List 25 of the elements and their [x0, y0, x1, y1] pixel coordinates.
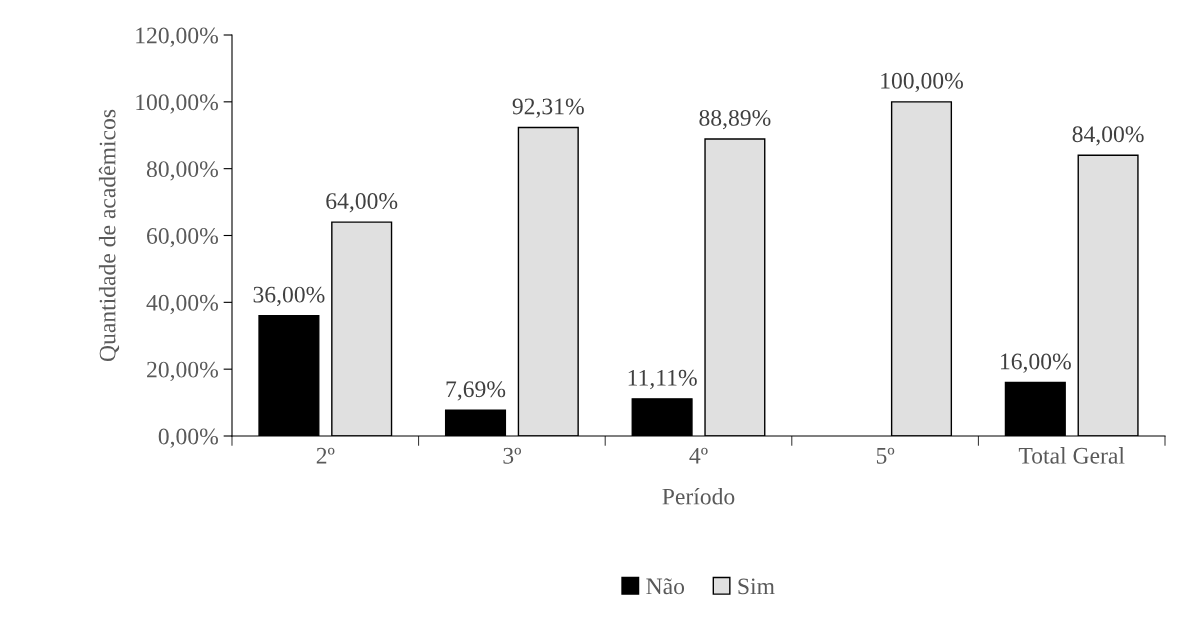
y-tick-label: 60,00% — [147, 227, 218, 248]
y-tick-label: 40,00% — [146, 294, 218, 315]
y-tick-label: 80,00% — [146, 161, 218, 181]
x-axis-title: Período — [662, 487, 735, 505]
x-tick-label: Total Geral — [1018, 447, 1125, 464]
y-tick-label: 100,00% — [136, 94, 218, 114]
data-label: 64,00% — [326, 193, 398, 213]
legend-label: Não — [646, 578, 685, 595]
y-tick-label: 0,00% — [158, 428, 218, 448]
legend-label: Sim — [738, 578, 775, 595]
y-axis-title: Quantidade de acadêmicos — [98, 109, 120, 362]
data-label: 100,00% — [881, 72, 963, 93]
x-tick-label: 4º — [689, 447, 708, 464]
x-tick-label: 3º — [503, 447, 522, 464]
x-tick-label: 2º — [316, 447, 335, 464]
data-label: 16,00% — [1000, 353, 1071, 373]
data-label: 92,31% — [512, 98, 584, 118]
data-label: 7,69% — [446, 381, 506, 401]
y-tick-label: 20,00% — [147, 361, 218, 381]
y-tick-label: 120,00% — [136, 27, 218, 47]
data-label: 84,00% — [1072, 126, 1144, 146]
data-label: 11,11% — [628, 369, 697, 390]
x-tick-label: 5º — [876, 447, 895, 464]
data-label: 36,00% — [253, 286, 325, 306]
data-label: 88,89% — [699, 109, 771, 130]
